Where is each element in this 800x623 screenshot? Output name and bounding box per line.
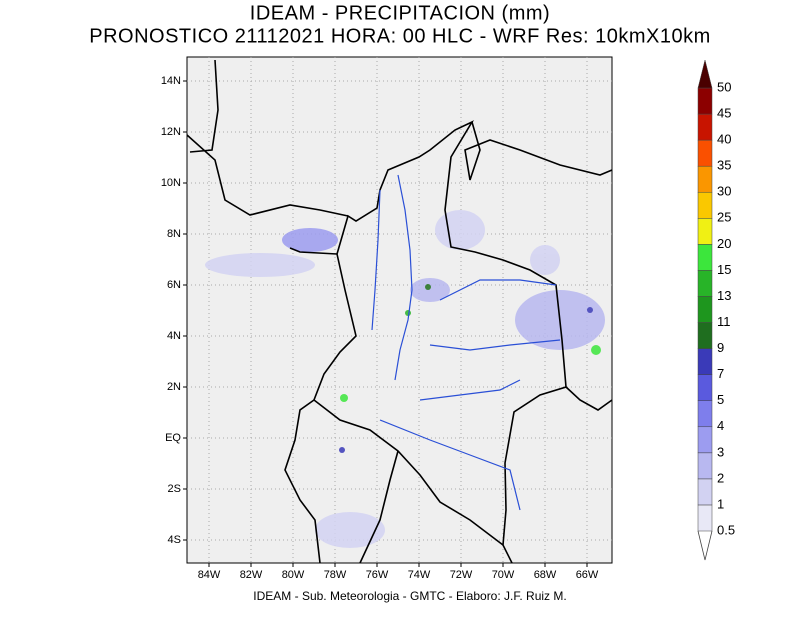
colorbar-band (697, 478, 713, 506)
colorbar-band (697, 322, 713, 349)
lon-tick-label: 74W (408, 569, 431, 581)
lon-tick-label: 72W (450, 569, 473, 581)
colorbar-label: 35 (717, 158, 731, 173)
lon-tick-label: 84W (198, 569, 221, 581)
lat-tick-label: 10N (161, 177, 181, 189)
footer: IDEAM - Sub. Meteorologia - GMTC - Elabo… (253, 589, 566, 603)
rivers (371, 174, 561, 511)
colorbar-label: 20 (717, 236, 731, 251)
lon-tick-label: 66W (576, 569, 599, 581)
lat-tick-label: 2S (168, 483, 181, 495)
colorbar-label: 13 (717, 288, 731, 303)
colorbar-band (697, 296, 713, 323)
colorbar-band (697, 191, 713, 219)
colorbar-top (697, 59, 713, 89)
lat-tick-label: 12N (161, 126, 181, 138)
colorbar-band (697, 139, 713, 167)
lat-tick-label: 4N (167, 330, 181, 342)
lon-tick-label: 78W (324, 569, 347, 581)
colorbar-band (697, 165, 713, 193)
colorbar-band (697, 452, 713, 480)
lon-tick-label: 76W (366, 569, 389, 581)
lat-tick-label: 2N (167, 381, 181, 393)
colorbar-bottom (697, 530, 713, 561)
colorbar-band (697, 87, 713, 115)
lat-tick-label: 4S (168, 534, 181, 546)
title-line: IDEAM - PRECIPITACION (mm) (250, 2, 550, 24)
lat-tick-label: 14N (161, 75, 181, 87)
colorbar-band (697, 504, 713, 532)
colorbar-label: 9 (717, 340, 724, 355)
colorbar-label: 3 (717, 444, 724, 459)
colorbar-label: 50 (717, 79, 731, 94)
colorbar-band (697, 244, 713, 271)
colorbar-label: 15 (717, 262, 731, 277)
lon-tick-label: 82W (240, 569, 263, 581)
colorbar-label: 7 (717, 366, 724, 381)
colorbar-band (697, 374, 713, 401)
colorbar-band (697, 426, 713, 454)
colorbar-label: 1 (717, 496, 724, 511)
borders (186, 59, 613, 564)
colorbar-label: 4 (717, 418, 724, 433)
lon-tick-label: 68W (534, 569, 557, 581)
colorbar-label: 5 (717, 392, 724, 407)
colorbar-label: 25 (717, 210, 731, 225)
colorbar-band (697, 400, 713, 428)
axis-labels: 84W 82W 80W 78W 76W 74W 72W 70W 68W 66W 14N 12N 10N 8… (161, 75, 599, 581)
lat-tick-label: 6N (167, 279, 181, 291)
colorbar-label: 0.5 (717, 522, 735, 537)
lat-tick-label: EQ (165, 432, 181, 444)
colorbar-label: 2 (717, 470, 724, 485)
precip-areas (205, 210, 605, 548)
lon-tick-label: 80W (282, 569, 305, 581)
colorbar-band (697, 218, 713, 245)
colorbar-band (697, 348, 713, 375)
lat-tick-label: 8N (167, 228, 181, 240)
colorbar-label: 11 (717, 314, 731, 329)
lon-tick-label: 70W (492, 569, 515, 581)
colorbar-band (697, 113, 713, 141)
colorbar-label: 45 (717, 105, 731, 120)
title-line: PRONOSTICO 21112021 HORA: 00 HLC - WRF R… (89, 25, 711, 47)
colorbar-label: 40 (717, 132, 731, 147)
colorbar-label: 30 (717, 184, 731, 199)
colorbar-band (697, 270, 713, 297)
